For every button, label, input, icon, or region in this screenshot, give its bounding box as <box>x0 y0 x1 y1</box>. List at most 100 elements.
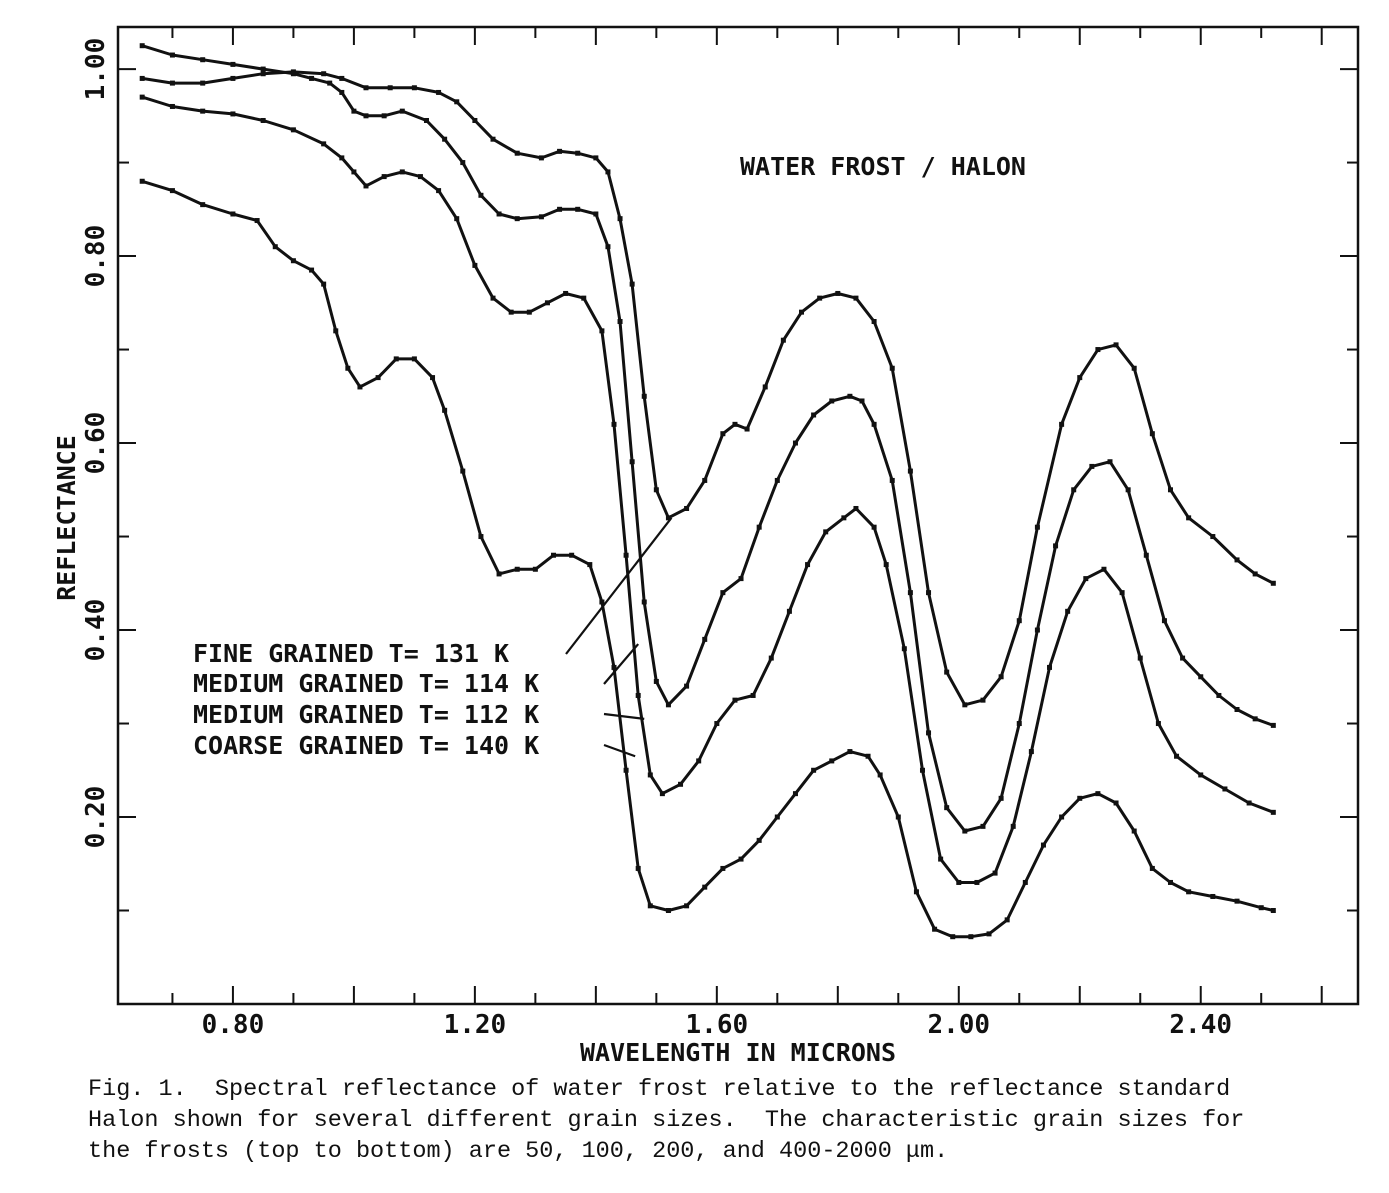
data-point <box>557 206 563 212</box>
data-point <box>375 375 381 381</box>
data-point <box>417 174 423 180</box>
data-point <box>321 141 327 147</box>
data-point <box>786 608 792 614</box>
data-point <box>738 856 744 862</box>
data-point <box>1198 772 1204 778</box>
data-point <box>339 89 345 95</box>
annotation-labels: FINE GRAINED T= 131 K MEDIUM GRAINED T= … <box>193 639 539 760</box>
data-point <box>260 117 266 123</box>
data-point <box>1258 905 1264 911</box>
data-point <box>859 398 865 404</box>
data-point <box>1095 791 1101 797</box>
data-point <box>659 791 665 797</box>
data-point <box>629 281 635 287</box>
data-point <box>1016 721 1022 727</box>
data-point <box>454 216 460 222</box>
data-point <box>442 136 448 142</box>
data-point <box>200 57 206 63</box>
data-point <box>496 571 502 577</box>
data-point <box>1167 487 1173 493</box>
data-point <box>998 795 1004 801</box>
data-point <box>309 267 315 273</box>
data-point <box>907 468 913 474</box>
reflectance-chart: 0.80 1.20 1.60 2.00 2.40 0.20 0.40 0.60 0.80 1.0… <box>52 25 1360 1067</box>
data-point <box>919 767 925 773</box>
data-point <box>605 169 611 175</box>
data-point <box>508 309 514 315</box>
data-point <box>490 295 496 301</box>
data-point <box>339 155 345 161</box>
data-point <box>1252 716 1258 722</box>
data-point <box>200 202 206 208</box>
data-point <box>811 412 817 418</box>
data-point <box>1270 580 1276 586</box>
data-point <box>363 85 369 91</box>
series-line <box>141 95 1274 884</box>
data-point <box>230 211 236 217</box>
data-point <box>1149 865 1155 871</box>
x-tick-label: 2.40 <box>1169 1010 1232 1040</box>
data-point <box>260 66 266 72</box>
data-point <box>1180 655 1186 661</box>
data-point <box>799 309 805 315</box>
data-point <box>526 309 532 315</box>
data-point <box>720 590 726 596</box>
caption-line-3: the frosts (top to bottom) are 50, 100, … <box>88 1138 949 1165</box>
data-point <box>230 75 236 81</box>
data-point <box>732 697 738 703</box>
data-point <box>1065 608 1071 614</box>
data-point <box>907 590 913 596</box>
data-point <box>442 407 448 413</box>
data-point <box>647 772 653 778</box>
leader-line <box>603 743 636 758</box>
leader-line <box>565 517 673 655</box>
y-axis-tick-labels: 0.20 0.40 0.60 0.80 1.00 <box>81 38 111 849</box>
data-point <box>871 319 877 325</box>
data-point <box>1113 342 1119 348</box>
data-point <box>230 111 236 117</box>
data-point <box>472 117 478 123</box>
data-point <box>460 160 466 166</box>
data-point <box>871 421 877 427</box>
data-point <box>732 421 738 427</box>
data-point <box>992 870 998 876</box>
data-point <box>351 169 357 175</box>
data-point <box>200 80 206 86</box>
data-point <box>665 908 671 914</box>
data-point <box>1077 375 1083 381</box>
data-point <box>817 295 823 301</box>
data-point <box>944 805 950 811</box>
x-tick-label: 1.60 <box>686 1010 749 1040</box>
data-point <box>641 599 647 605</box>
data-point <box>968 934 974 940</box>
data-point <box>399 169 405 175</box>
data-point <box>496 211 502 217</box>
data-point <box>411 85 417 91</box>
data-point <box>768 655 774 661</box>
data-point <box>889 477 895 483</box>
data-point <box>1270 908 1276 914</box>
series-2 <box>139 43 1276 834</box>
data-point <box>321 281 327 287</box>
data-point <box>1004 917 1010 923</box>
data-point <box>835 290 841 296</box>
data-point <box>411 356 417 362</box>
leader-line <box>603 712 645 720</box>
data-point <box>756 524 762 530</box>
data-point <box>230 61 236 67</box>
data-point <box>454 99 460 105</box>
data-point <box>1053 543 1059 549</box>
data-point <box>926 730 932 736</box>
data-point <box>1252 571 1258 577</box>
data-point <box>1246 800 1252 806</box>
data-point <box>363 113 369 119</box>
data-point <box>551 552 557 558</box>
chart-title: WATER FROST / HALON <box>740 152 1026 181</box>
data-point <box>254 218 260 224</box>
data-point <box>544 300 550 306</box>
data-point <box>430 375 436 381</box>
data-point <box>357 384 363 390</box>
data-point <box>665 702 671 708</box>
data-point <box>823 529 829 535</box>
data-point <box>1210 893 1216 899</box>
